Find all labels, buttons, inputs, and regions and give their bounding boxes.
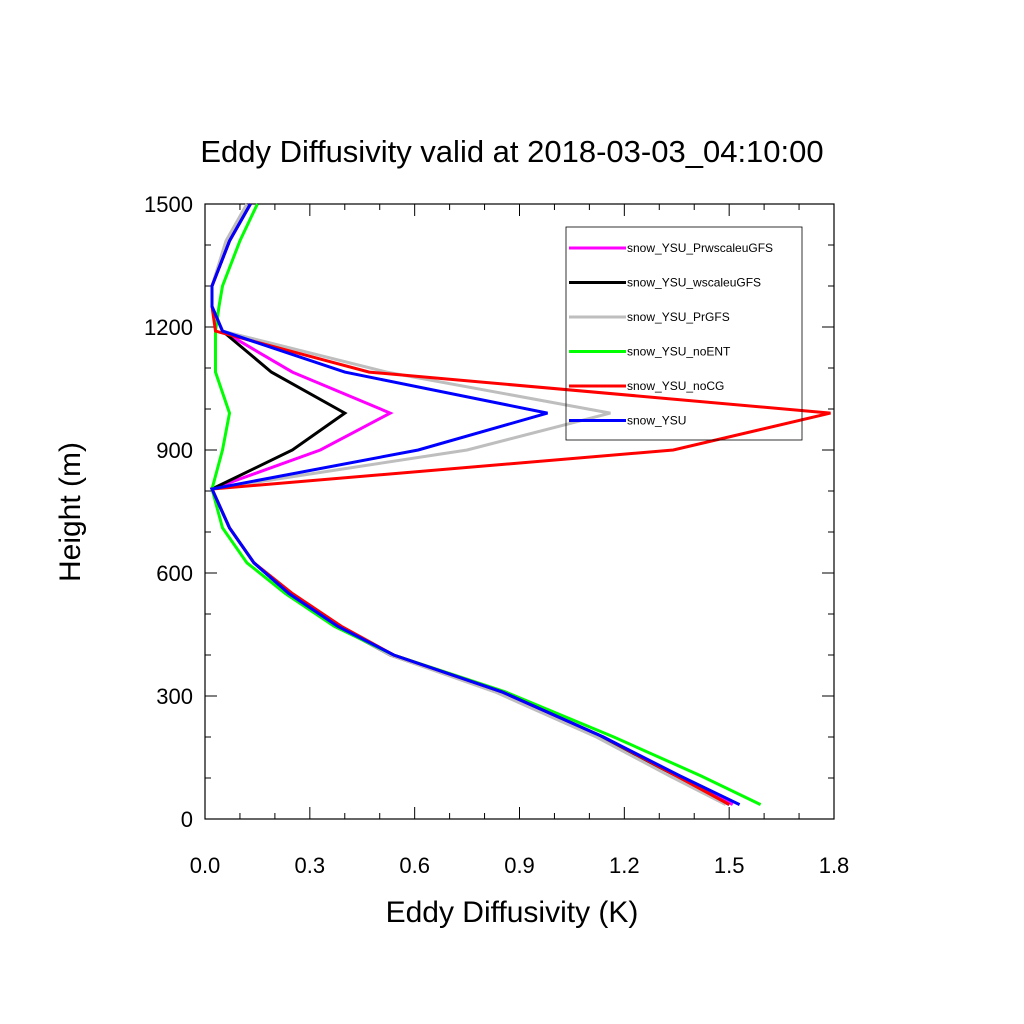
legend-entry-label: snow_YSU_PrwscaleuGFS bbox=[627, 241, 773, 255]
x-tick-label: 1.8 bbox=[819, 853, 850, 878]
legend: snow_YSU_PrwscaleuGFS snow_YSU_wscaleuGFS… bbox=[569, 241, 773, 428]
legend-box bbox=[565, 226, 803, 441]
legend-entry-label: snow_YSU bbox=[627, 414, 686, 428]
series-line-snow_YSU_noENT bbox=[210, 203, 762, 806]
series-line-snow_YSU_PrGFS bbox=[209, 203, 727, 806]
series-line-snow_YSU_PrwscaleuGFS bbox=[209, 203, 734, 806]
y-tick-label: 600 bbox=[156, 561, 193, 586]
x-tick-label: 0.9 bbox=[504, 853, 535, 878]
series-lines bbox=[209, 203, 831, 806]
x-tick-label: 1.2 bbox=[609, 853, 640, 878]
y-axis-label: Height (m) bbox=[54, 442, 87, 582]
legend-entry-label: snow_YSU_wscaleuGFS bbox=[627, 276, 761, 290]
y-tick-label: 0 bbox=[181, 807, 193, 832]
chart-title: Eddy Diffusivity valid at 2018-03-03_04:… bbox=[200, 134, 823, 169]
series-line-snow_YSU bbox=[209, 203, 741, 806]
axis-tick-labels: 0.0 0.3 0.6 0.9 1.2 1.5 1.8 0 300 600 900 1200 1500 bbox=[144, 192, 849, 878]
y-tick-label: 300 bbox=[156, 684, 193, 709]
plot-frame bbox=[204, 203, 835, 820]
legend-entry-label: snow_YSU_noCG bbox=[627, 379, 724, 393]
x-tick-label: 1.5 bbox=[714, 853, 745, 878]
axis-ticks bbox=[204, 203, 835, 820]
series-line-snow_YSU_wscaleuGFS bbox=[210, 203, 730, 806]
x-tick-label: 0.0 bbox=[190, 853, 221, 878]
series-line-snow_YSU_noCG bbox=[209, 203, 831, 806]
y-tick-label: 900 bbox=[156, 438, 193, 463]
y-tick-label: 1500 bbox=[144, 192, 193, 217]
x-tick-label: 0.3 bbox=[295, 853, 326, 878]
x-axis-label: Eddy Diffusivity (K) bbox=[386, 896, 639, 929]
legend-entry-label: snow_YSU_noENT bbox=[627, 345, 731, 359]
legend-entry-label: snow_YSU_PrGFS bbox=[627, 310, 730, 324]
y-tick-label: 1200 bbox=[144, 315, 193, 340]
x-tick-label: 0.6 bbox=[399, 853, 430, 878]
